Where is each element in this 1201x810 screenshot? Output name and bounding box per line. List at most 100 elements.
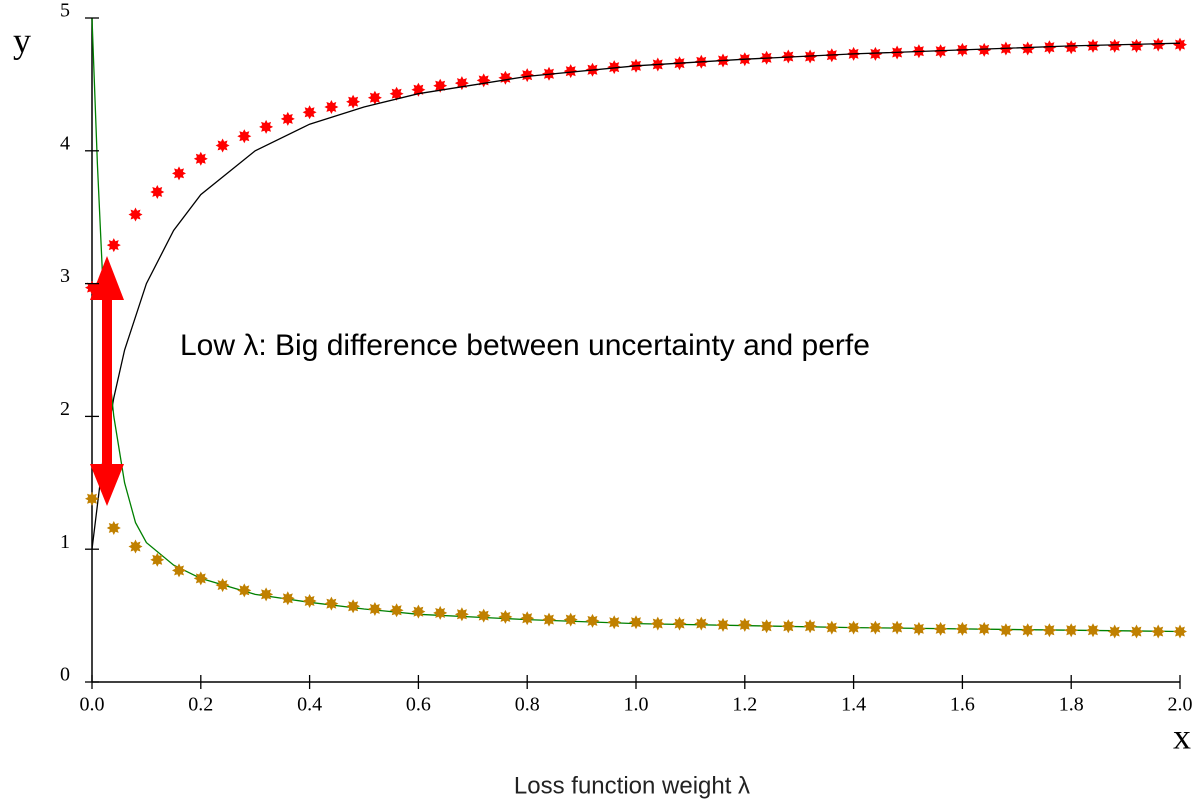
x-tick-label: 2.0	[1168, 694, 1193, 716]
marker	[1107, 624, 1122, 639]
marker	[498, 609, 513, 624]
marker	[215, 578, 230, 593]
annotation: Low λ: Big difference between uncertaint…	[180, 329, 870, 362]
marker	[324, 100, 339, 114]
marker	[803, 619, 818, 634]
marker	[302, 594, 317, 608]
marker	[694, 616, 709, 631]
y-tick-label: 0	[60, 664, 70, 686]
marker	[868, 46, 883, 61]
line	[91, 17, 1181, 633]
marker	[237, 129, 252, 144]
marker	[237, 583, 252, 598]
marker	[150, 185, 165, 199]
marker	[998, 623, 1013, 638]
marker	[1064, 623, 1079, 638]
marker	[846, 620, 861, 635]
marker	[607, 60, 622, 75]
y-tick-label: 5	[60, 0, 70, 22]
marker	[650, 616, 665, 631]
marker	[128, 207, 143, 222]
marker	[672, 616, 687, 631]
x-tick-label: 0.2	[188, 694, 213, 716]
marker	[1020, 41, 1035, 56]
marker	[1173, 37, 1187, 52]
marker	[1086, 623, 1100, 638]
x-tick-label: 0.8	[515, 694, 540, 716]
plot-area	[85, 17, 1187, 639]
marker	[346, 599, 361, 614]
axis-caption: Loss function weight λ	[514, 772, 750, 799]
x-tick-label: 1.8	[1059, 694, 1084, 716]
marker	[172, 563, 186, 578]
marker	[868, 620, 883, 635]
marker	[498, 70, 513, 85]
marker	[781, 619, 796, 634]
y-tick-label: 3	[60, 265, 70, 287]
marker	[607, 615, 622, 630]
marker	[824, 620, 839, 635]
marker	[215, 138, 230, 153]
marker	[193, 571, 208, 586]
arrow-head	[90, 256, 124, 300]
marker	[346, 94, 361, 109]
x-tick-label: 1.2	[732, 694, 757, 716]
x-tick-label: 0.0	[80, 694, 105, 716]
marker	[367, 90, 382, 105]
marker	[302, 105, 317, 120]
y-tick-label: 4	[60, 132, 70, 154]
marker	[933, 621, 948, 636]
marker	[454, 607, 469, 622]
marker	[1042, 623, 1057, 638]
marker	[106, 238, 121, 253]
marker	[737, 617, 752, 632]
marker	[476, 608, 491, 623]
marker	[172, 166, 186, 181]
marker	[759, 619, 774, 634]
marker	[389, 603, 404, 618]
marker	[977, 621, 992, 636]
marker	[585, 613, 600, 628]
y-tick-label: 1	[60, 531, 70, 553]
marker	[911, 621, 926, 636]
marker	[259, 587, 274, 602]
marker	[150, 552, 165, 567]
marker	[324, 596, 339, 611]
marker	[193, 151, 208, 166]
x-tick-label: 1.6	[950, 694, 975, 716]
y-axis-label: y	[13, 20, 31, 60]
x-tick-label: 1.0	[624, 694, 649, 716]
marker	[520, 611, 535, 626]
marker	[955, 621, 970, 636]
marker	[280, 591, 295, 606]
marker	[367, 602, 382, 616]
marker	[1151, 624, 1166, 639]
arrow-shaft	[102, 296, 112, 468]
marker	[890, 620, 905, 635]
marker	[85, 491, 99, 506]
marker	[476, 73, 491, 88]
marker	[259, 119, 274, 134]
marker	[280, 111, 295, 126]
marker	[389, 86, 404, 101]
marker	[1151, 37, 1166, 52]
marker	[1064, 40, 1079, 55]
x-tick-label: 0.4	[297, 694, 322, 716]
marker	[1173, 624, 1187, 639]
marker	[520, 68, 535, 83]
arrow-head	[90, 464, 124, 506]
x-axis-label: x	[1173, 716, 1191, 756]
marker	[629, 615, 643, 630]
x-tick-label: 1.4	[841, 694, 866, 716]
line	[91, 42, 1181, 550]
marker	[563, 612, 578, 627]
marker	[411, 604, 426, 619]
marker	[128, 539, 143, 554]
marker	[716, 617, 730, 632]
double-arrow	[90, 256, 124, 506]
marker	[542, 612, 556, 627]
marker	[1020, 623, 1035, 638]
x-tick-label: 0.6	[406, 694, 431, 716]
marker	[1129, 624, 1144, 639]
